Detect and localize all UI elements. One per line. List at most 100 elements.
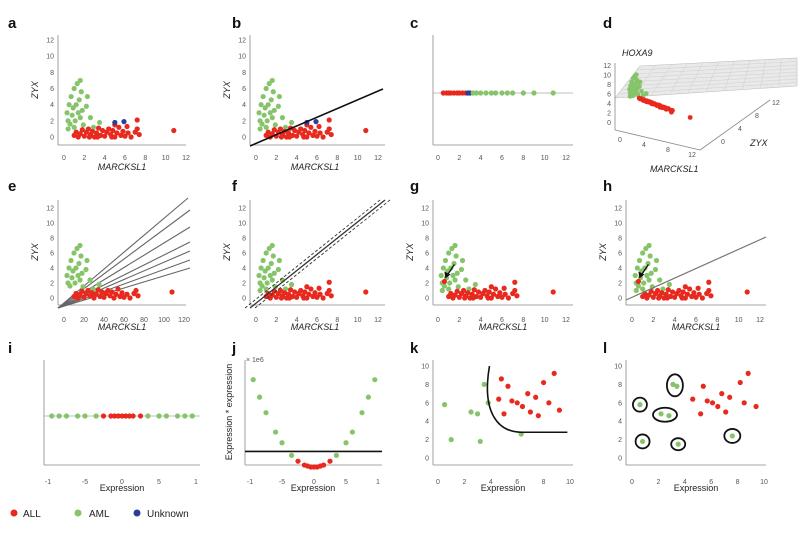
panel-f-xtick: 10	[354, 317, 362, 324]
panel-g-point-aml	[446, 286, 452, 292]
panel-b-point-all	[363, 127, 369, 134]
panel-k-point-aml	[468, 409, 474, 415]
panel-g-point-aml	[453, 253, 459, 259]
panel-g-point-aml	[441, 283, 447, 289]
panel-b-point-all	[310, 132, 316, 138]
panel-l-xtick: 8	[736, 479, 740, 486]
panel-b-ytick: 4	[242, 102, 246, 109]
panel-d-grid-line	[778, 58, 782, 88]
panel-e-point-aml	[73, 265, 79, 271]
panel-b-ytick: 8	[242, 70, 246, 77]
panel-f-point-aml	[267, 272, 273, 279]
panel-l-cluster-ring	[634, 433, 651, 450]
panel-a-point-unknown	[112, 119, 118, 126]
panel-b-point-aml	[261, 112, 267, 118]
panel-a-point-all	[95, 125, 102, 131]
panel-g-point-aml	[454, 270, 460, 276]
panel-g-point-aml	[450, 272, 456, 279]
panel-k-ytick: 2	[425, 437, 429, 444]
panel-g-ytick: 6	[425, 251, 429, 258]
panel-h-point-all	[699, 295, 706, 301]
panel-b-point-aml	[259, 121, 265, 127]
panel-e-xtick: 20	[80, 317, 88, 324]
panel-h-xtick: 12	[756, 317, 764, 324]
panel-g-point-all	[505, 295, 511, 301]
panel-d-point-aml	[629, 79, 635, 85]
panel-l-point-all	[741, 400, 747, 406]
panel-h-point-all	[669, 289, 676, 295]
panel-f-point-all	[326, 287, 332, 294]
panel-g-point-aml	[448, 265, 454, 271]
panel-b-point-all	[292, 127, 298, 134]
panel-i-xtick: 5	[157, 479, 161, 486]
panel-k-point-all	[541, 379, 547, 386]
panel-i-point-all	[108, 413, 114, 419]
panel-e-point-all	[85, 287, 91, 294]
panel-k-xtick: 0	[436, 479, 440, 486]
panel-b-point-all	[326, 117, 332, 123]
panel-b-point-aml	[263, 85, 269, 92]
panel-k-point-all	[551, 370, 557, 376]
panel-a-xtick: 8	[143, 155, 147, 162]
panel-g-point-all	[514, 293, 520, 299]
panel-b-point-aml	[257, 126, 263, 132]
panel-b-point-unknown	[313, 119, 319, 125]
panel-a-point-aml	[67, 121, 73, 127]
panel-i-point-aml	[63, 413, 70, 419]
panel-h-label: h	[603, 178, 612, 195]
panel-l-point-aml	[658, 411, 664, 417]
panel-e-point-aml	[80, 284, 86, 290]
panel-l-point-aml	[674, 383, 680, 389]
panel-e-point-aml	[72, 280, 78, 286]
legend-unknown-label: Unknown	[147, 509, 189, 520]
panel-e-point-aml	[83, 266, 89, 273]
panel-j: × 1e6 -1 -5 0 5 1 Expression Expression * ex…	[224, 357, 382, 493]
panel-f-margin-line	[254, 199, 391, 309]
panel-f-point-all	[292, 289, 298, 295]
panel-l-ytick: 8	[618, 382, 622, 389]
panel-a-ytick: 8	[50, 70, 54, 77]
panel-b-point-aml	[268, 97, 274, 103]
panel-i-point-aml	[182, 413, 188, 419]
panel-j-xtick: -1	[247, 479, 253, 486]
panel-h-point-all	[682, 284, 688, 290]
panel-e-ytick: 6	[50, 251, 54, 258]
panel-e-point-all	[124, 291, 130, 297]
panel-g-point-all	[470, 295, 476, 301]
panel-e-ytick: 8	[50, 236, 54, 243]
panel-a-label: a	[8, 15, 17, 32]
panel-l-point-all	[715, 403, 721, 410]
panel-d-point-aml	[639, 88, 644, 94]
panel-d-xtick: 8	[666, 147, 670, 154]
panel-h-point-all	[708, 293, 714, 299]
panel-a: 0 2 4 6 8 10 12 0 2 4 6 8 10 12 MARCKSL1 ZYX	[30, 35, 190, 172]
panel-j-point-all	[295, 458, 301, 464]
panel-b-point-aml	[271, 107, 277, 113]
panel-b-ytick: 12	[238, 38, 246, 45]
panel-k-point-all	[509, 398, 515, 404]
panel-h-point-aml	[640, 286, 646, 292]
panel-l-xtick: 10	[760, 479, 768, 486]
panel-h-point-aml	[652, 266, 659, 273]
panel-e-xtick: 0	[62, 317, 66, 324]
panel-g-point-aml	[452, 277, 458, 283]
panel-b-point-aml	[256, 110, 262, 116]
panel-f-point-aml	[259, 283, 265, 289]
panel-d-ytick: 12	[772, 100, 780, 107]
panel-e-xtick: 60	[120, 317, 128, 324]
panel-d-point-aml	[633, 72, 639, 78]
panel-g-point-all	[486, 289, 492, 295]
panel-k-point-aml	[481, 381, 487, 387]
panel-d-grid-line	[651, 64, 672, 96]
panel-b-point-all	[265, 129, 271, 135]
panel-l-cluster-ring	[670, 437, 687, 452]
panel-k-point-all	[527, 409, 534, 415]
panel-f-point-aml	[269, 242, 275, 249]
panel-b-x-label: MARCKSL1	[291, 162, 340, 172]
panel-e-xtick: 80	[140, 317, 148, 324]
panel-h-point-all	[706, 287, 712, 294]
panel-a-point-aml	[76, 97, 82, 103]
panel-l: 0 2 4 6 8 10 0 2 4 6 8 10 Expression	[614, 360, 768, 493]
panel-j-point-aml	[279, 440, 285, 446]
panel-h-point-aml	[632, 272, 638, 279]
